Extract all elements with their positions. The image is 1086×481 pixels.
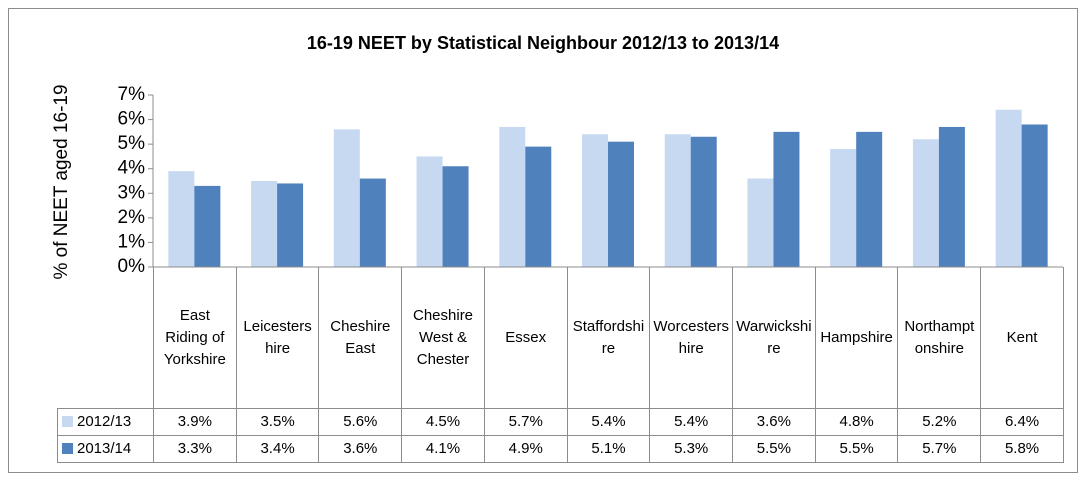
legend-swatch xyxy=(62,416,73,427)
bar xyxy=(938,126,965,267)
bar xyxy=(168,171,195,267)
category-row: East Riding of Yorkshire Leicestershire Ch… xyxy=(57,267,1064,409)
value-label: 4.9% xyxy=(483,435,568,463)
series-row: 2012/13 3.9% 3.5% 5.6% 4.5% 5.7% 5.4% 5.4% 3.6% 4… xyxy=(57,408,1064,436)
chart-title: 16-19 NEET by Statistical Neighbour 2012… xyxy=(307,33,779,53)
value-label: 5.4% xyxy=(566,408,651,436)
value-label: 3.3% xyxy=(153,435,237,463)
bar xyxy=(582,134,608,267)
value-label: 5.8% xyxy=(980,435,1064,463)
value-label: 4.1% xyxy=(401,435,485,463)
bar xyxy=(525,146,552,267)
bar xyxy=(333,129,360,267)
value-label: 3.4% xyxy=(235,435,320,463)
value-label: 5.2% xyxy=(897,408,982,436)
value-label: 4.8% xyxy=(814,408,899,436)
x-tick-label: Cheshire West & Chester xyxy=(401,267,485,409)
y-axis-label: % of NEET aged 16-19 xyxy=(51,84,72,279)
bar xyxy=(830,149,857,267)
table-corner xyxy=(57,267,154,409)
bar xyxy=(912,139,939,267)
series-row: 2013/14 3.3% 3.4% 3.6% 4.1% 4.9% 5.1% 5.3% 5.5% 5… xyxy=(57,435,1064,463)
x-tick-label: East Riding of Yorkshire xyxy=(153,267,237,409)
legend-label: 2012/13 xyxy=(77,413,132,430)
y-tick-label: 6% xyxy=(118,109,146,130)
x-tick-label: Northamptonshire xyxy=(897,267,982,409)
legend-swatch xyxy=(62,443,73,454)
y-tick-label: 1% xyxy=(118,231,146,252)
value-label: 3.5% xyxy=(235,408,320,436)
value-label: 4.5% xyxy=(401,408,485,436)
bar xyxy=(747,178,774,267)
value-label: 3.9% xyxy=(153,408,237,436)
value-label: 6.4% xyxy=(980,408,1064,436)
x-tick-label: Kent xyxy=(980,267,1064,409)
x-tick-label: Essex xyxy=(483,267,568,409)
bar xyxy=(690,136,717,267)
value-label: 5.7% xyxy=(897,435,982,463)
x-tick-label: Leicestershire xyxy=(235,267,320,409)
bar xyxy=(1021,124,1048,267)
bar xyxy=(359,178,386,267)
x-tick-label: Cheshire East xyxy=(318,267,403,409)
bar xyxy=(277,183,304,267)
bar xyxy=(995,109,1022,267)
value-label: 5.7% xyxy=(483,408,568,436)
bar xyxy=(499,126,526,267)
value-label: 5.5% xyxy=(814,435,899,463)
x-tick-label: Worcestershire xyxy=(649,267,734,409)
x-tick-label: Staffordshire xyxy=(566,267,651,409)
value-label: 5.5% xyxy=(732,435,816,463)
value-label: 3.6% xyxy=(318,435,403,463)
value-label: 3.6% xyxy=(732,408,816,436)
value-label: 5.4% xyxy=(649,408,734,436)
bar xyxy=(856,131,883,267)
y-tick-label: 7% xyxy=(118,84,146,105)
legend-entry: 2013/14 xyxy=(57,435,154,463)
bar xyxy=(664,134,691,267)
x-tick-label: Hampshire xyxy=(814,267,899,409)
value-label: 5.6% xyxy=(318,408,403,436)
bar xyxy=(194,185,221,267)
bar xyxy=(773,131,800,267)
data-table: East Riding of Yorkshire Leicestershire Ch… xyxy=(57,267,1064,463)
bar xyxy=(416,156,443,267)
bar xyxy=(608,141,634,267)
y-tick-label: 4% xyxy=(118,158,146,179)
value-label: 5.3% xyxy=(649,435,734,463)
bar xyxy=(442,166,469,267)
legend-label: 2013/14 xyxy=(77,440,132,457)
bar xyxy=(251,181,278,267)
x-tick-label: Warwickshire xyxy=(732,267,816,409)
y-tick-label: 5% xyxy=(118,133,146,154)
y-tick-label: 3% xyxy=(118,182,146,203)
value-label: 5.1% xyxy=(566,435,651,463)
y-tick-label: 2% xyxy=(118,207,146,228)
legend-entry: 2012/13 xyxy=(57,408,154,436)
